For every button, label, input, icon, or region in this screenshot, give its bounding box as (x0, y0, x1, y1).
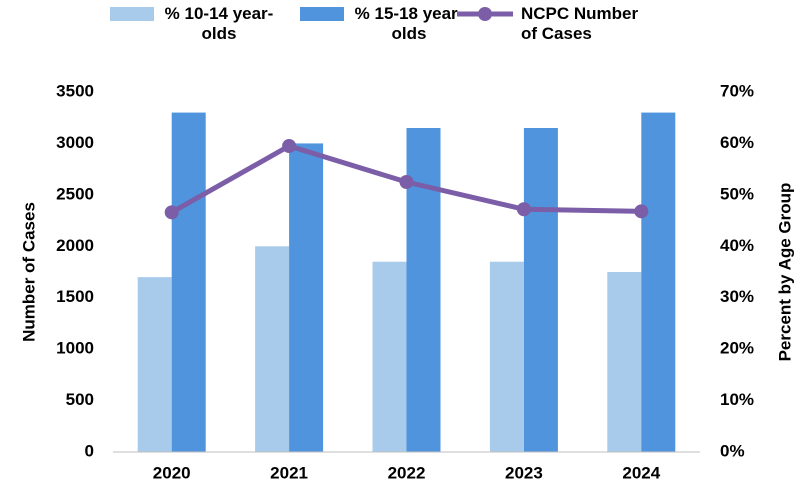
y-tick-label: 0 (85, 441, 94, 460)
legend-swatch (110, 7, 154, 21)
bar (255, 246, 290, 452)
bar (137, 277, 172, 452)
y2-tick-label: 60% (720, 133, 754, 152)
y2-tick-label: 50% (720, 184, 754, 203)
legend-label: % 15-18 year-olds (354, 4, 464, 43)
y-tick-label: 3500 (56, 81, 94, 100)
x-tick-label: 2020 (153, 463, 191, 482)
y2-axis-title: Percent by Age Group (775, 183, 794, 362)
y2-tick-label: 0% (720, 441, 745, 460)
y-axis-title: Number of Cases (19, 202, 38, 342)
y2-tick-label: 70% (720, 81, 754, 100)
y2-tick-label: 40% (720, 236, 754, 255)
line-marker (164, 205, 179, 220)
y-tick-label: 2000 (56, 236, 94, 255)
bar (523, 128, 558, 452)
bar (171, 112, 206, 453)
legend-label: % 10-14 year-olds (164, 4, 274, 43)
x-tick-label: 2024 (622, 463, 660, 482)
x-tick-label: 2021 (270, 463, 308, 482)
line-marker (516, 202, 531, 217)
y2-tick-label: 30% (720, 287, 754, 306)
legend-item: NCPC Number of Cases (455, 4, 641, 44)
legend-label: NCPC Number of Cases (521, 4, 639, 43)
y-tick-label: 2500 (56, 184, 94, 203)
y-tick-label: 500 (66, 390, 94, 409)
bar (406, 128, 441, 452)
bar (289, 143, 324, 452)
y2-tick-label: 10% (720, 390, 754, 409)
bar (641, 112, 676, 453)
legend-item: % 10-14 year-olds (108, 4, 274, 44)
line-marker (399, 175, 414, 189)
y2-tick-label: 20% (720, 339, 754, 358)
x-tick-label: 2022 (388, 463, 426, 482)
y-tick-label: 1500 (56, 287, 94, 306)
legend: % 10-14 year-olds % 15-18 year-olds NCPC N… (0, 4, 798, 64)
bar (489, 261, 524, 452)
legend-swatch (300, 7, 344, 21)
x-tick-label: 2023 (505, 463, 543, 482)
legend-swatch (457, 7, 513, 21)
y-tick-label: 3000 (56, 133, 94, 152)
bar (607, 272, 642, 452)
bar (372, 261, 407, 452)
line-marker (634, 204, 649, 219)
y-tick-label: 1000 (56, 339, 94, 358)
legend-item: % 15-18 year-olds (298, 4, 464, 44)
line-marker (282, 139, 297, 153)
